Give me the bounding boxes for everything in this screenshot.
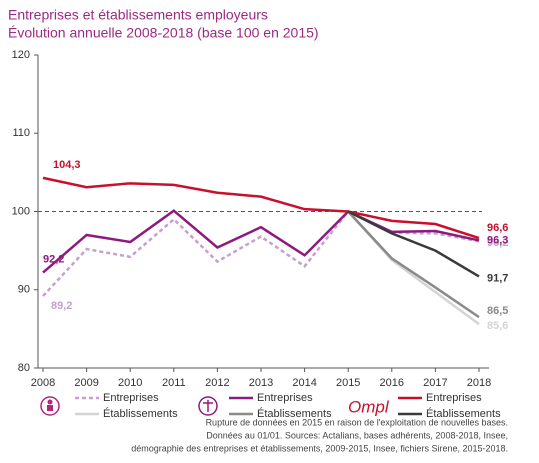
x-tick-label: 2012 <box>205 377 229 389</box>
legend-logo: Ompl <box>348 397 390 416</box>
value-label: 96,6 <box>487 222 508 234</box>
note: démographie des entreprises et établisse… <box>131 443 508 453</box>
legend-icon <box>40 396 60 416</box>
legend-label: Établissements <box>257 407 332 420</box>
x-tick-label: 2011 <box>162 377 186 389</box>
x-tick-label: 2015 <box>336 377 360 389</box>
value-label: 96,2 <box>487 237 508 249</box>
value-label: 92,2 <box>43 253 64 265</box>
y-tick-label: 100 <box>12 205 30 217</box>
legend-label: Entreprises <box>426 392 482 404</box>
series-line <box>42 209 480 297</box>
note: Rupture de données en 2015 en raison de … <box>206 417 508 427</box>
value-label: 96,3 <box>487 234 508 246</box>
y-tick-label: 80 <box>18 362 30 374</box>
legend-label: Établissements <box>103 407 178 420</box>
y-tick-label: 120 <box>12 49 30 61</box>
series-line <box>42 209 480 274</box>
value-label: 104,3 <box>53 159 81 171</box>
x-tick-label: 2010 <box>118 377 142 389</box>
chart-title: Entreprises et établissements employeurs <box>8 7 268 23</box>
legend-label: Entreprises <box>257 392 313 404</box>
y-tick-label: 110 <box>12 127 30 139</box>
x-tick-label: 2009 <box>74 377 98 389</box>
value-label: 89,2 <box>51 300 72 312</box>
x-tick-label: 2018 <box>467 377 491 389</box>
value-label: 86,5 <box>487 305 508 317</box>
x-tick-label: 2014 <box>292 377 316 389</box>
x-tick-label: 2013 <box>249 377 273 389</box>
series-line <box>347 210 480 319</box>
series-line <box>42 176 480 240</box>
value-label: 85,6 <box>487 320 508 332</box>
y-tick-label: 90 <box>18 284 30 296</box>
note: Données au 01/01. Sources: Actalians, ba… <box>206 430 508 440</box>
legend-label: Établissements <box>426 407 501 420</box>
chart-subtitle: Évolution annuelle 2008-2018 (base 100 e… <box>8 25 319 41</box>
series-line <box>347 210 480 326</box>
value-label: 91,7 <box>487 272 508 284</box>
x-tick-label: 2008 <box>31 377 55 389</box>
x-tick-label: 2016 <box>380 377 404 389</box>
x-tick-label: 2017 <box>423 377 447 389</box>
legend-icon <box>198 396 218 416</box>
series-line <box>347 210 480 278</box>
legend-label: Entreprises <box>103 392 159 404</box>
